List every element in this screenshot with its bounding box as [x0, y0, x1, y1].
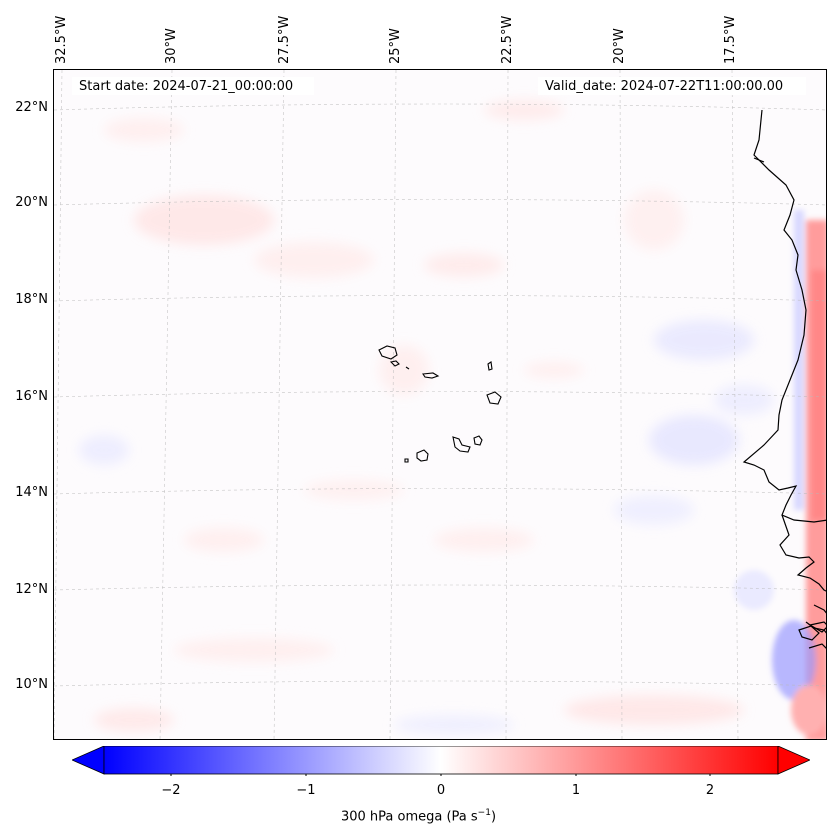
colorbar-left-extension: [72, 746, 105, 775]
colorbar-label: 300 hPa omega (Pa s−1): [0, 808, 837, 824]
colorbar-label-main: 300 hPa omega (Pa s: [340, 809, 478, 825]
colorbar-body: [103, 746, 779, 775]
colorbar-tick-0: 0: [436, 783, 446, 798]
lon-label-17-5w: 17.5°W: [723, 15, 738, 64]
lat-label-12n: 12°N: [15, 582, 48, 597]
colorbar-tick-neg1: −1: [296, 783, 316, 798]
omega-field-shading: [79, 100, 774, 735]
cape-verde-islands: [378, 345, 502, 463]
colorbar: [72, 746, 810, 776]
valid-date-box: [538, 77, 806, 95]
lat-label-22n: 22°N: [15, 100, 48, 115]
start-date-box: [72, 77, 314, 95]
valid-date-label: Valid_date: 2024-07-22T11:00:00.00: [545, 79, 784, 94]
map-panel[interactable]: [53, 69, 827, 740]
lon-label-30w: 30°W: [164, 28, 179, 64]
lat-label-14n: 14°N: [15, 485, 48, 500]
gridlines: [54, 70, 826, 739]
omega-field-map: [54, 70, 826, 739]
colorbar-label-close: ): [490, 809, 497, 825]
lon-label-20w: 20°W: [612, 28, 627, 64]
west-africa-coastline: [742, 109, 826, 649]
lat-label-20n: 20°N: [15, 195, 48, 210]
start-date-label: Start date: 2024-07-21_00:00:00: [79, 79, 294, 94]
lon-label-32-5w: 32.5°W: [54, 15, 69, 64]
colorbar-tick-neg2: −2: [161, 783, 181, 798]
lon-label-25w: 25°W: [388, 28, 403, 64]
lat-label-10n: 10°N: [15, 677, 48, 692]
colorbar-label-exponent: −1: [477, 808, 491, 818]
lat-label-18n: 18°N: [15, 292, 48, 307]
lat-label-16n: 16°N: [15, 389, 48, 404]
lon-label-22-5w: 22.5°W: [500, 15, 515, 64]
colorbar-right-extension: [777, 746, 810, 775]
colorbar-tick-1: 1: [571, 783, 581, 798]
lon-label-27-5w: 27.5°W: [277, 15, 292, 64]
colorbar-tick-2: 2: [705, 783, 715, 798]
coastal-omega-band: [734, 210, 826, 739]
